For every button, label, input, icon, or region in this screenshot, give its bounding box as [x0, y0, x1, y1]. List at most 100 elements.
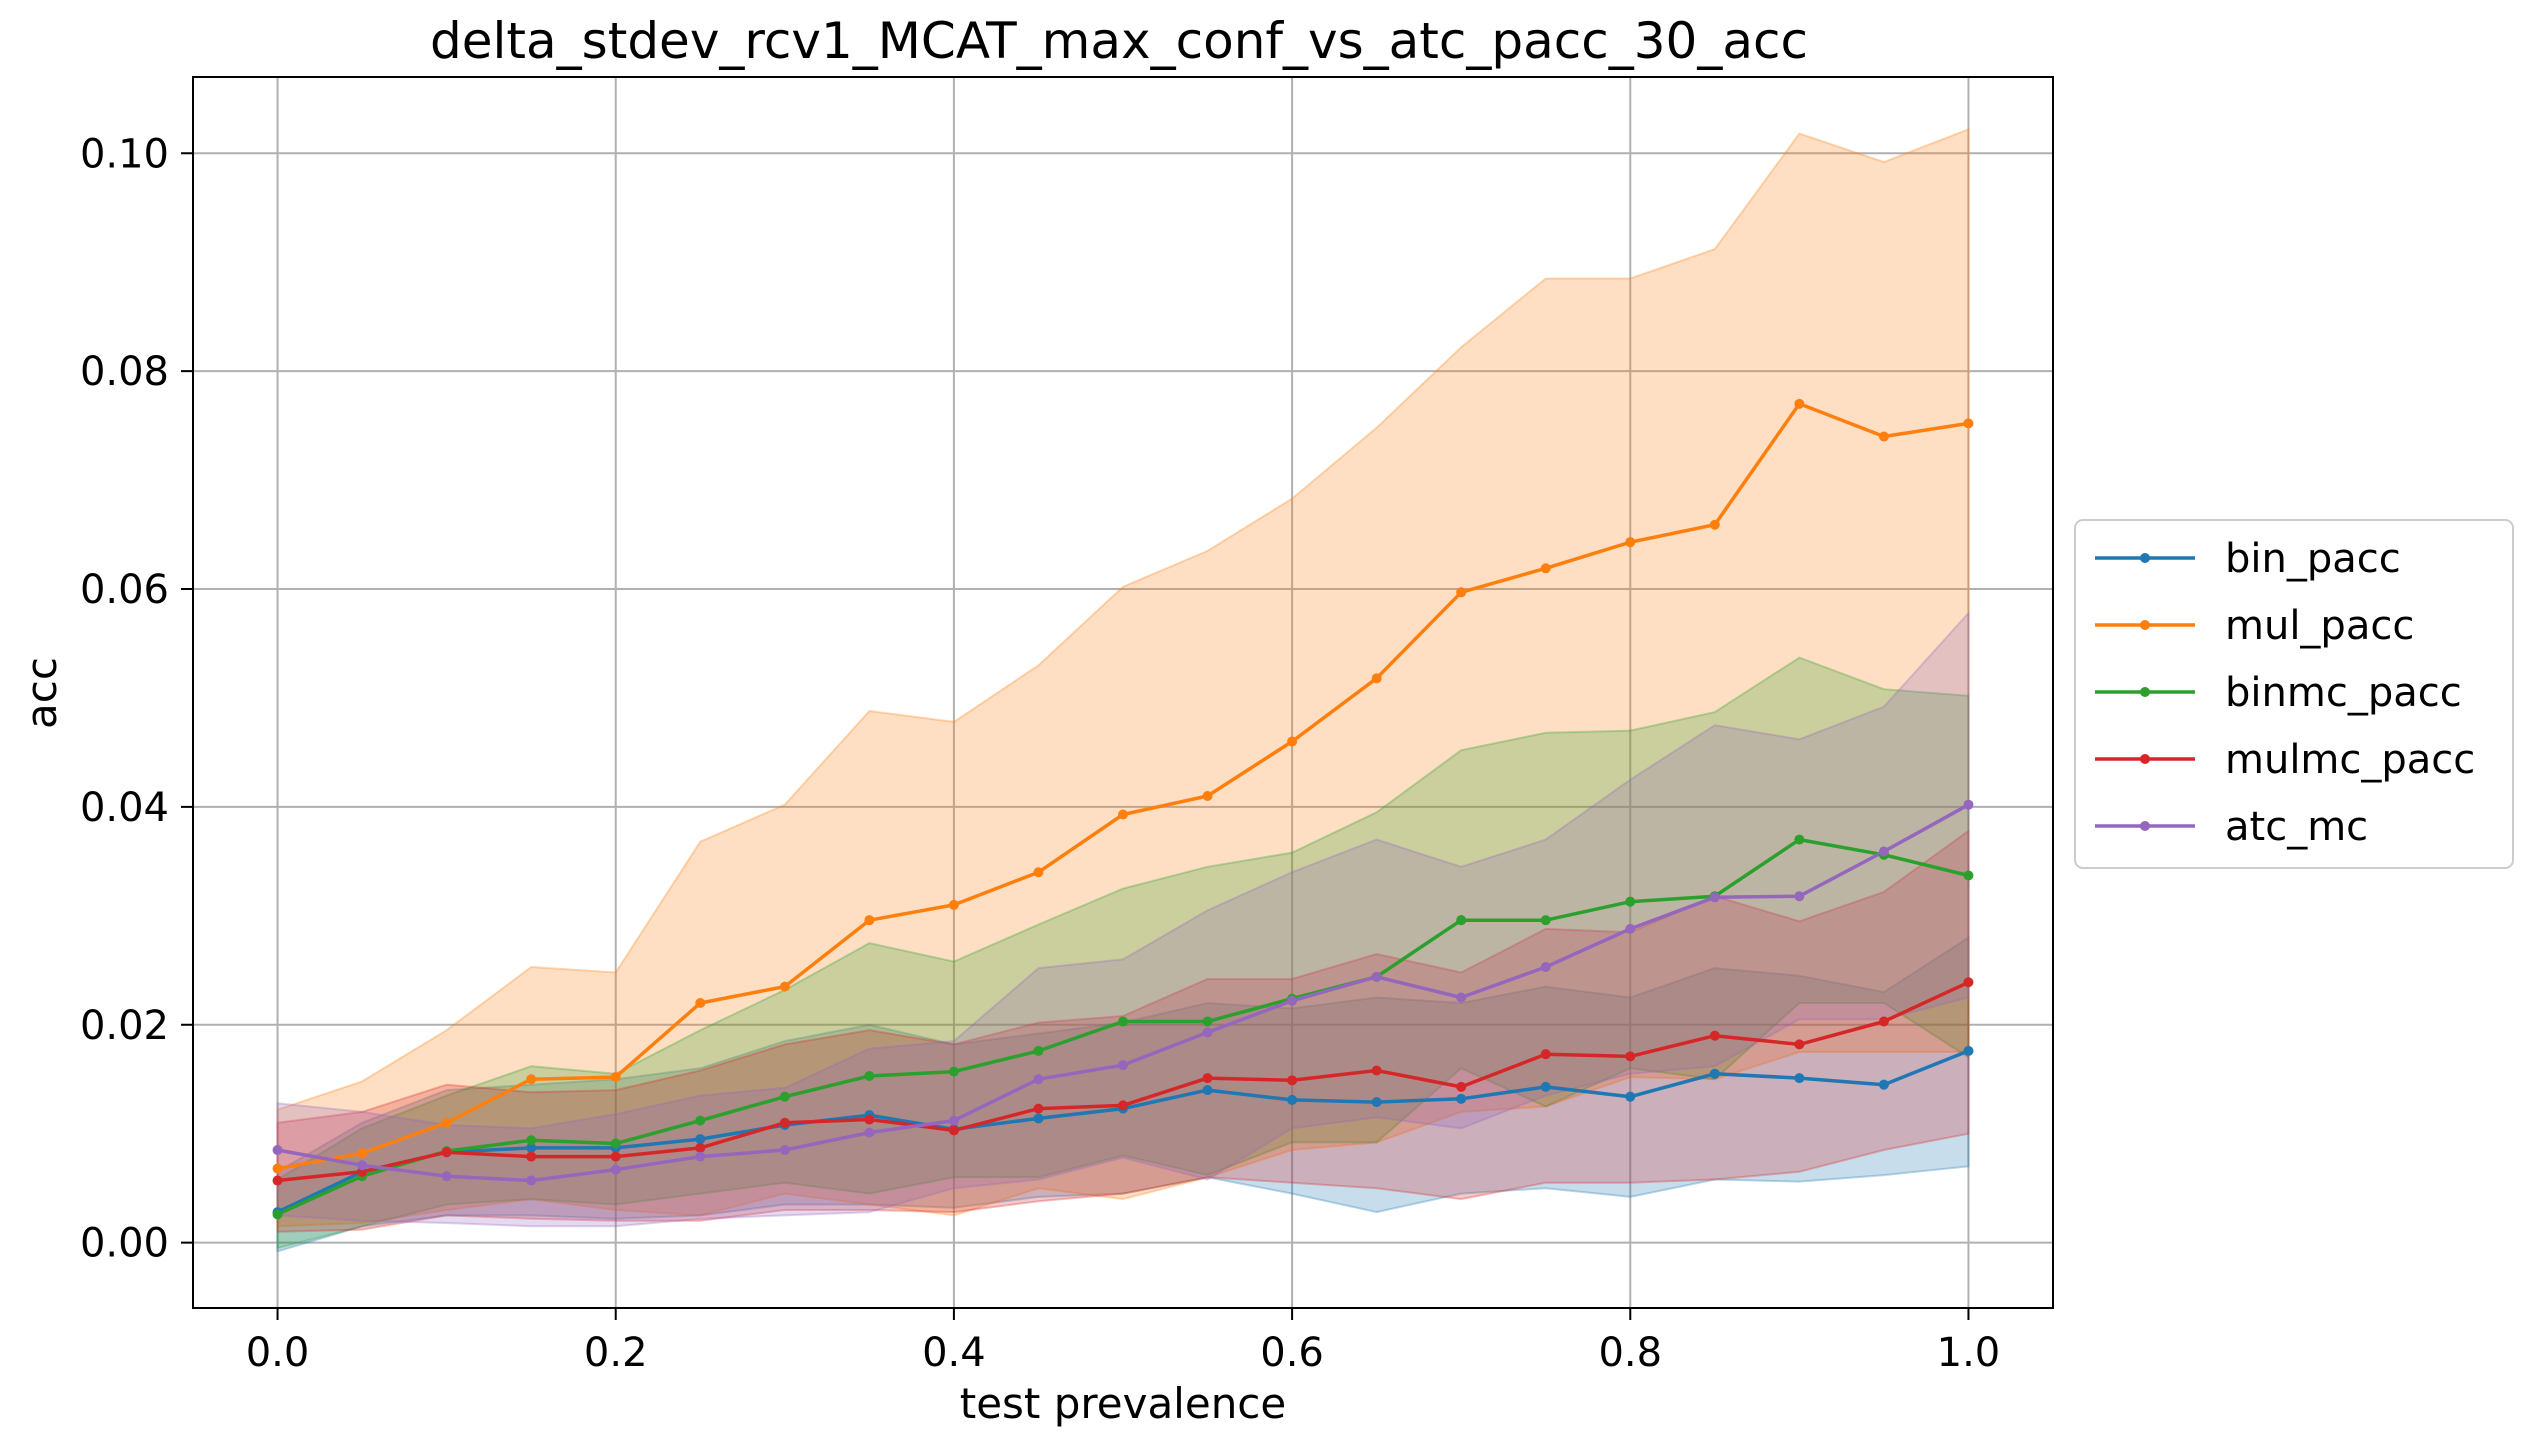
- point-mulmc-pacc-5: [695, 1142, 706, 1153]
- point-mulmc-pacc-0: [272, 1175, 283, 1186]
- point-mul-pacc-12: [1287, 736, 1298, 747]
- point-binmc-pacc-6: [779, 1091, 790, 1102]
- point-binmc-pacc-16: [1625, 896, 1636, 907]
- point-binmc-pacc-3: [526, 1135, 537, 1146]
- y-tick-label-1: 0.02: [80, 1003, 169, 1049]
- x-tick-label-0: 0.0: [246, 1330, 310, 1376]
- point-atc-mc-3: [526, 1175, 537, 1186]
- y-tick-label-4: 0.08: [80, 349, 169, 395]
- point-mul-pacc-17: [1709, 519, 1720, 530]
- legend-swatch-marker-mulmc-pacc: [2140, 754, 2150, 764]
- y-tick-label-5: 0.10: [80, 131, 169, 177]
- point-mulmc-pacc-12: [1287, 1075, 1298, 1086]
- x-tick-label-5: 1.0: [1937, 1330, 2001, 1376]
- point-mul-pacc-4: [610, 1072, 621, 1083]
- legend-item-mulmc-pacc: mulmc_pacc: [2095, 737, 2475, 783]
- point-bin-pacc-18: [1794, 1073, 1805, 1084]
- point-mul-pacc-9: [1033, 867, 1044, 878]
- point-mul-pacc-19: [1878, 431, 1889, 442]
- series-points: [272, 398, 1974, 1220]
- y-tick-label-2: 0.04: [80, 785, 169, 831]
- point-atc-mc-13: [1371, 971, 1382, 982]
- point-atc-mc-16: [1625, 923, 1636, 934]
- point-binmc-pacc-8: [948, 1066, 959, 1077]
- legend-swatch-marker-binmc-pacc: [2140, 687, 2150, 697]
- point-bin-pacc-5: [695, 1134, 706, 1145]
- point-binmc-pacc-7: [864, 1070, 875, 1081]
- point-bin-pacc-19: [1878, 1079, 1889, 1090]
- legend-box: [2074, 519, 2514, 869]
- point-atc-mc-6: [779, 1145, 790, 1156]
- point-atc-mc-19: [1878, 846, 1889, 857]
- point-atc-mc-14: [1456, 992, 1467, 1003]
- legend: bin_pacc mul_pacc binmc_pacc mulmc_pacc atc_…: [2074, 519, 2514, 869]
- legend-swatch-marker-mul-pacc: [2140, 620, 2150, 630]
- point-mul-pacc-16: [1625, 537, 1636, 548]
- point-mul-pacc-13: [1371, 673, 1382, 684]
- point-bin-pacc-14: [1456, 1093, 1467, 1104]
- y-tick-label-0: 0.00: [80, 1221, 169, 1267]
- point-mulmc-pacc-18: [1794, 1039, 1805, 1050]
- y-tick-label-3: 0.06: [80, 567, 169, 613]
- point-bin-pacc-11: [1202, 1085, 1213, 1096]
- legend-swatch-marker-atc-mc: [2140, 821, 2150, 831]
- point-bin-pacc-12: [1287, 1094, 1298, 1105]
- point-binmc-pacc-9: [1033, 1045, 1044, 1056]
- legend-swatch-marker-bin-pacc: [2140, 553, 2150, 563]
- point-atc-mc-11: [1202, 1027, 1213, 1038]
- confidence-bands: [276, 127, 1970, 1253]
- point-binmc-pacc-10: [1118, 1016, 1128, 1027]
- point-mulmc-pacc-6: [779, 1117, 790, 1128]
- point-atc-mc-18: [1794, 891, 1805, 902]
- point-mulmc-pacc-9: [1033, 1103, 1044, 1114]
- point-atc-mc-8: [948, 1115, 959, 1126]
- point-bin-pacc-17: [1709, 1068, 1720, 1079]
- point-mulmc-pacc-17: [1709, 1030, 1720, 1041]
- point-bin-pacc-16: [1625, 1091, 1636, 1102]
- point-mulmc-pacc-15: [1540, 1049, 1551, 1060]
- point-mul-pacc-5: [695, 997, 706, 1008]
- point-mulmc-pacc-3: [526, 1151, 537, 1162]
- point-atc-mc-17: [1709, 892, 1720, 903]
- point-binmc-pacc-0: [272, 1209, 283, 1220]
- point-mul-pacc-14: [1456, 587, 1467, 598]
- legend-label-binmc-pacc: binmc_pacc: [2225, 670, 2462, 716]
- point-mul-pacc-15: [1540, 563, 1551, 574]
- point-mul-pacc-2: [441, 1117, 452, 1128]
- point-mul-pacc-20: [1963, 418, 1974, 429]
- legend-label-atc-mc: atc_mc: [2225, 804, 2368, 850]
- point-atc-mc-2: [441, 1171, 452, 1182]
- point-mulmc-pacc-16: [1625, 1051, 1636, 1062]
- point-atc-mc-15: [1540, 962, 1551, 973]
- legend-item-mul-pacc: mul_pacc: [2095, 603, 2414, 649]
- point-binmc-pacc-20: [1963, 870, 1974, 881]
- legend-label-mulmc-pacc: mulmc_pacc: [2225, 737, 2475, 783]
- legend-items: bin_pacc mul_pacc binmc_pacc mulmc_pacc atc_…: [2095, 536, 2475, 850]
- x-axis-ticks: 0.0 0.2 0.4 0.6 0.8 1.0: [246, 1308, 2001, 1376]
- point-mulmc-pacc-10: [1118, 1100, 1128, 1111]
- point-mul-pacc-8: [948, 899, 959, 910]
- point-mulmc-pacc-2: [441, 1147, 452, 1158]
- x-tick-label-4: 0.8: [1598, 1330, 1662, 1376]
- point-mulmc-pacc-11: [1202, 1073, 1213, 1084]
- legend-label-mul-pacc: mul_pacc: [2225, 603, 2414, 649]
- point-mul-pacc-3: [526, 1074, 537, 1085]
- y-axis-label: acc: [17, 657, 66, 729]
- point-mul-pacc-10: [1118, 809, 1128, 820]
- point-mul-pacc-1: [357, 1148, 368, 1159]
- band-mulmc-pacc: [276, 828, 1970, 1233]
- plot-frame: [192, 76, 2054, 1309]
- point-mulmc-pacc-8: [948, 1125, 959, 1136]
- x-axis-label: test prevalence: [960, 1379, 1287, 1428]
- chart-title: delta_stdev_rcv1_MCAT_max_conf_vs_atc_pa…: [430, 12, 1808, 70]
- point-atc-mc-12: [1287, 995, 1298, 1006]
- point-mulmc-pacc-7: [864, 1114, 875, 1125]
- legend-item-bin-pacc: bin_pacc: [2095, 536, 2401, 582]
- point-bin-pacc-3: [526, 1142, 537, 1153]
- point-atc-mc-5: [695, 1151, 706, 1162]
- point-atc-mc-10: [1118, 1060, 1128, 1071]
- point-atc-mc-4: [610, 1164, 621, 1175]
- point-mulmc-pacc-19: [1878, 1016, 1889, 1027]
